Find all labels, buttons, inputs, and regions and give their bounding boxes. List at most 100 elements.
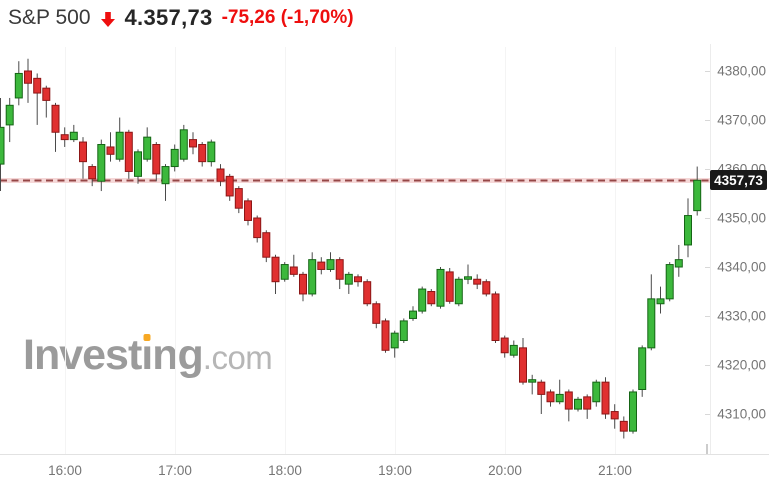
candle[interactable] bbox=[234, 188, 243, 209]
candle[interactable] bbox=[115, 131, 124, 160]
x-axis-label: 20:00 bbox=[488, 463, 522, 478]
y-axis-label: 4350,00 bbox=[717, 211, 766, 226]
candle[interactable] bbox=[674, 259, 683, 268]
candle[interactable] bbox=[491, 293, 500, 342]
y-axis-label: 4320,00 bbox=[717, 358, 766, 373]
x-axis-label: 16:00 bbox=[48, 463, 82, 478]
candle[interactable] bbox=[583, 396, 592, 410]
candle[interactable] bbox=[97, 144, 106, 182]
candle[interactable] bbox=[0, 126, 5, 165]
price-change: -75,26 (-1,70%) bbox=[221, 7, 354, 28]
candle[interactable] bbox=[363, 281, 372, 305]
x-axis-label: 21:00 bbox=[598, 463, 632, 478]
candle[interactable] bbox=[134, 151, 142, 177]
candle[interactable] bbox=[665, 264, 674, 300]
candle[interactable] bbox=[189, 139, 197, 148]
candle[interactable] bbox=[14, 72, 23, 99]
quote-header: S&P 500 4.357,73 -75,26 (-1,70%) bbox=[8, 5, 354, 31]
candle[interactable] bbox=[482, 281, 491, 295]
candle[interactable] bbox=[390, 332, 399, 349]
candle[interactable] bbox=[344, 273, 353, 285]
candle[interactable] bbox=[317, 261, 326, 270]
candle[interactable] bbox=[170, 148, 179, 168]
candle[interactable] bbox=[436, 268, 445, 307]
candle[interactable] bbox=[216, 168, 225, 182]
candle[interactable] bbox=[244, 200, 252, 221]
candle[interactable] bbox=[638, 347, 647, 391]
candle[interactable] bbox=[143, 136, 152, 160]
candle[interactable] bbox=[207, 141, 216, 163]
candle[interactable] bbox=[161, 166, 170, 185]
candle[interactable] bbox=[88, 166, 97, 180]
y-axis-label: 4370,00 bbox=[717, 113, 766, 128]
candle[interactable] bbox=[427, 291, 436, 305]
price-down-arrow-icon bbox=[100, 11, 115, 27]
candle[interactable] bbox=[574, 398, 582, 410]
watermark-brand: Investı ng bbox=[23, 331, 204, 379]
candle[interactable] bbox=[289, 266, 298, 275]
candle[interactable] bbox=[464, 276, 472, 280]
y-axis-label: 4310,00 bbox=[717, 407, 766, 422]
candle[interactable] bbox=[33, 77, 42, 94]
candle[interactable] bbox=[418, 288, 427, 312]
investing-com-watermark: Investı ng .com bbox=[23, 331, 273, 380]
candle[interactable] bbox=[354, 276, 362, 283]
candle[interactable] bbox=[684, 215, 692, 246]
candle[interactable] bbox=[179, 129, 188, 160]
candle[interactable] bbox=[500, 337, 509, 354]
candle[interactable] bbox=[24, 70, 32, 84]
candle[interactable] bbox=[372, 303, 381, 324]
candle[interactable] bbox=[399, 320, 408, 341]
candle[interactable] bbox=[381, 320, 390, 351]
candle[interactable] bbox=[42, 87, 51, 101]
candle[interactable] bbox=[79, 141, 87, 163]
candle[interactable] bbox=[152, 144, 161, 175]
candle[interactable] bbox=[60, 134, 69, 141]
candle[interactable] bbox=[473, 278, 482, 285]
watermark-orange-dot-icon bbox=[143, 334, 151, 341]
candle[interactable] bbox=[225, 175, 234, 197]
candle[interactable] bbox=[326, 259, 335, 270]
candle[interactable] bbox=[5, 104, 14, 126]
candle[interactable] bbox=[519, 347, 527, 383]
watermark-suffix: .com bbox=[202, 339, 273, 376]
candle[interactable] bbox=[537, 381, 546, 395]
y-axis-label: 4330,00 bbox=[717, 309, 766, 324]
candle[interactable] bbox=[271, 256, 280, 283]
candle[interactable] bbox=[51, 104, 60, 133]
candle[interactable] bbox=[69, 131, 78, 141]
candle[interactable] bbox=[299, 273, 307, 295]
candle[interactable] bbox=[610, 411, 619, 420]
x-axis-label: 18:00 bbox=[268, 463, 302, 478]
candle[interactable] bbox=[198, 144, 207, 163]
candle[interactable] bbox=[335, 259, 344, 280]
candle[interactable] bbox=[124, 131, 133, 172]
candle[interactable] bbox=[445, 271, 454, 302]
candle[interactable] bbox=[509, 344, 518, 356]
candle[interactable] bbox=[693, 179, 702, 212]
candle[interactable] bbox=[280, 264, 289, 280]
candle[interactable] bbox=[647, 298, 656, 349]
last-price-tag-text: 4357,73 bbox=[714, 173, 763, 188]
candle[interactable] bbox=[409, 310, 417, 319]
candle[interactable] bbox=[106, 146, 115, 155]
candle[interactable] bbox=[528, 379, 537, 383]
candle[interactable] bbox=[629, 391, 637, 432]
candle[interactable] bbox=[546, 391, 555, 403]
candle[interactable] bbox=[601, 381, 610, 415]
candle[interactable] bbox=[253, 217, 262, 239]
candle[interactable] bbox=[564, 391, 573, 410]
last-price: 4.357,73 bbox=[124, 5, 213, 30]
candle[interactable] bbox=[454, 278, 463, 305]
candle[interactable] bbox=[308, 259, 317, 295]
candle[interactable] bbox=[656, 298, 665, 305]
last-price-tag bbox=[710, 170, 767, 190]
x-axis-label: 17:00 bbox=[158, 463, 192, 478]
symbol-name: S&P 500 bbox=[8, 6, 91, 29]
x-axis-label: 19:00 bbox=[378, 463, 412, 478]
candle[interactable] bbox=[619, 420, 628, 432]
candle[interactable] bbox=[555, 393, 564, 403]
candle[interactable] bbox=[592, 381, 601, 403]
candle[interactable] bbox=[262, 232, 271, 258]
